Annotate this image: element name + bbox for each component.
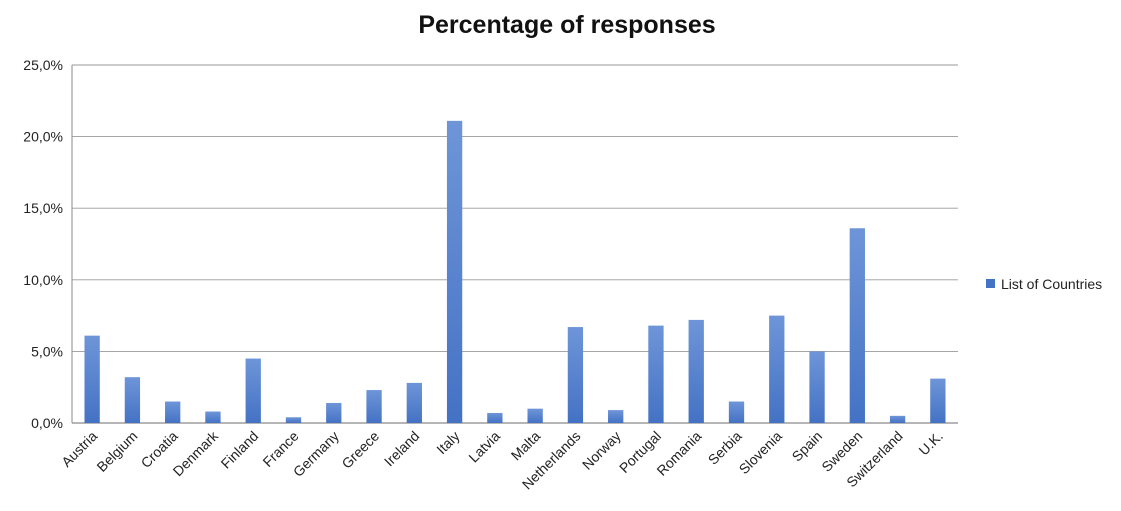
bar-portugal — [648, 325, 664, 423]
bar-u-k — [930, 378, 946, 423]
x-tick-label: Latvia — [465, 428, 503, 466]
bar-slovenia — [769, 315, 785, 423]
bar-belgium — [124, 377, 141, 423]
grid-lines — [71, 64, 958, 424]
bar-netherlands — [567, 327, 584, 423]
bar-finland — [245, 358, 261, 423]
x-tick-label: Denmark — [170, 427, 222, 479]
y-tick-label: 0,0% — [31, 415, 63, 431]
x-tick-label: U.K. — [915, 428, 946, 459]
bars — [84, 120, 946, 424]
bar-austria — [84, 335, 100, 423]
legend: List of Countries — [986, 276, 1102, 292]
x-axis-tick-labels: AustriaBelgiumCroatiaDenmarkFinlandFranc… — [58, 427, 946, 492]
x-tick-label: Ireland — [381, 428, 423, 470]
x-tick-label: Slovenia — [736, 428, 785, 477]
x-tick-label: Spain — [789, 428, 826, 465]
y-axis-tick-labels: 0,0% 5,0% 10,0% 15,0% 20,0% 25,0% — [23, 57, 63, 431]
x-tick-label: Belgium — [93, 428, 140, 475]
bar-france — [285, 417, 302, 423]
y-tick-label: 25,0% — [23, 57, 63, 73]
bar-germany — [326, 402, 342, 423]
x-tick-label: Romania — [653, 428, 704, 479]
bar-switzerland — [889, 415, 906, 423]
bar-sweden — [849, 228, 865, 423]
legend-swatch — [986, 279, 995, 288]
y-tick-label: 20,0% — [23, 129, 63, 145]
bar-croatia — [165, 401, 181, 423]
x-tick-label: Finland — [218, 428, 262, 472]
y-tick-label: 10,0% — [23, 272, 63, 288]
bar-ireland — [406, 382, 422, 423]
chart-title: Percentage of responses — [418, 11, 715, 39]
x-tick-label: Greece — [338, 428, 382, 472]
x-tick-label: Malta — [508, 428, 544, 464]
bar-serbia — [728, 401, 745, 423]
x-tick-label: Italy — [433, 428, 462, 457]
bar-latvia — [487, 412, 503, 423]
legend-label: List of Countries — [1001, 276, 1102, 292]
y-tick-label: 15,0% — [23, 200, 63, 216]
bar-italy — [446, 120, 463, 424]
y-tick-label: 5,0% — [31, 343, 63, 359]
bar-spain — [809, 351, 825, 423]
bar-malta — [527, 408, 543, 423]
bar-greece — [366, 390, 382, 423]
bar-romania — [688, 319, 704, 423]
bar-norway — [608, 410, 624, 423]
bar-denmark — [205, 411, 221, 423]
